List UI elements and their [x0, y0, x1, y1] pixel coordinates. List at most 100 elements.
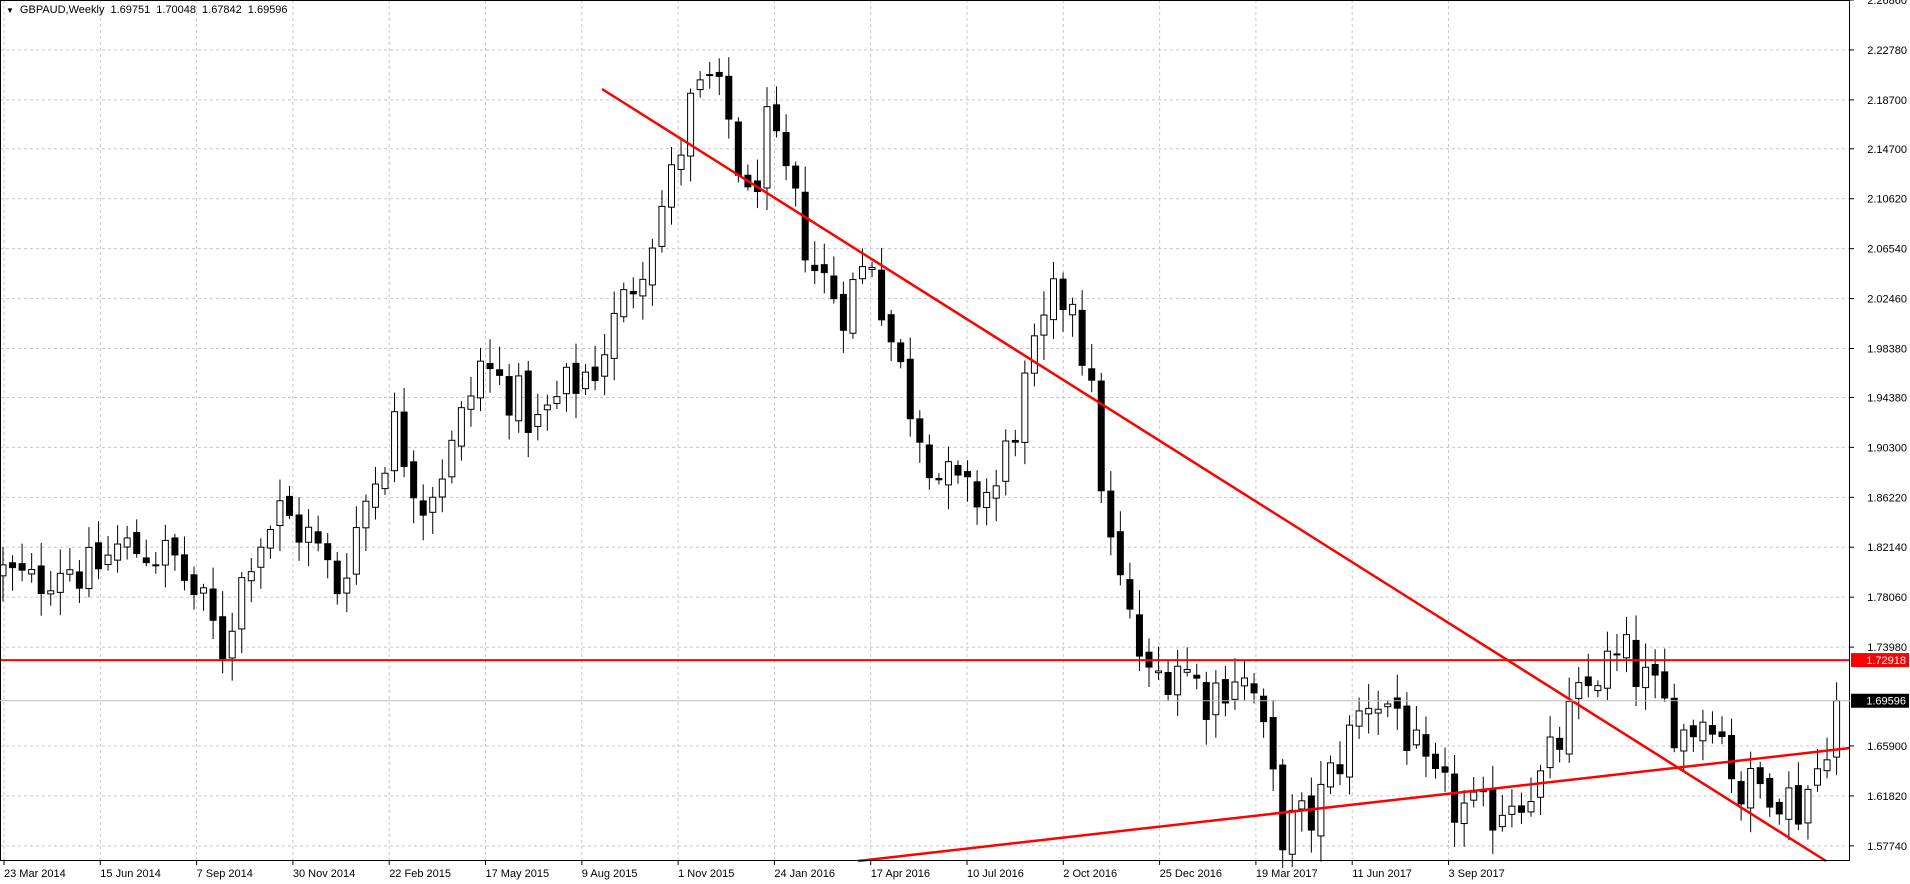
candle-body — [1728, 734, 1736, 780]
candle-body — [906, 358, 914, 420]
candle-body — [266, 528, 274, 549]
ohlc-close: 1.69596 — [247, 4, 288, 16]
candle-body — [56, 572, 64, 593]
candle-body — [734, 121, 742, 176]
x-tick-label: 24 Jan 2016 — [774, 868, 835, 880]
candle-body — [782, 132, 790, 167]
candle-body — [1164, 671, 1172, 695]
candle-body — [1517, 805, 1525, 813]
y-tick-label: 2.22780 — [1867, 45, 1907, 57]
y-tick-label: 1.82140 — [1867, 542, 1907, 554]
candle-body — [477, 360, 484, 399]
candle-body — [1823, 759, 1831, 772]
candle-body — [1078, 309, 1086, 366]
candle-body — [1527, 801, 1535, 813]
candle-body — [830, 275, 838, 300]
candle-body — [591, 366, 599, 382]
candle-body — [429, 496, 437, 513]
candle-body — [897, 342, 905, 363]
candle-body — [610, 312, 618, 359]
candle-body — [820, 264, 828, 274]
candle-body — [983, 491, 991, 509]
candle-body — [410, 461, 418, 499]
candle-body — [238, 577, 246, 630]
x-tick-label: 23 Mar 2014 — [4, 868, 66, 880]
candle-body — [1374, 708, 1382, 714]
candle-body — [1097, 380, 1105, 492]
candle-body — [333, 560, 341, 595]
candle-body — [524, 370, 532, 433]
candle-body — [1011, 439, 1019, 443]
candle-body — [362, 500, 370, 529]
candle-body — [1346, 724, 1354, 778]
candle-body — [400, 411, 408, 468]
level-price-label: 1.72918 — [1866, 655, 1906, 667]
candle-body — [1432, 753, 1439, 770]
current-price-label: 1.69596 — [1866, 696, 1906, 708]
candle-body — [687, 92, 695, 157]
ohlc-low: 1.67842 — [202, 4, 242, 16]
candle-body — [247, 571, 255, 582]
candle-body — [1365, 707, 1373, 715]
ohlc-high: 1.70048 — [156, 4, 197, 16]
candle-body — [849, 279, 857, 334]
candle-body — [228, 630, 236, 659]
candle-body — [75, 571, 83, 589]
plot-frame — [0, 0, 1850, 861]
candle-body — [1794, 785, 1802, 825]
candle-body — [839, 293, 847, 331]
candle-body — [811, 264, 819, 272]
candle-body — [582, 371, 590, 390]
candle-body — [792, 165, 800, 189]
current-price-label-bg — [1851, 693, 1909, 708]
candle-body — [944, 461, 952, 486]
candle-body — [1135, 614, 1143, 657]
candle-body — [467, 395, 475, 410]
candle-body — [1814, 768, 1821, 786]
candle-body — [200, 587, 208, 594]
y-tick-label: 1.94380 — [1867, 392, 1907, 404]
candle-body — [1451, 773, 1459, 823]
candle-body — [973, 481, 981, 508]
trendlines — [0, 87, 1851, 863]
y-tick-label: 2.10620 — [1867, 194, 1907, 206]
collapse-triangle-icon[interactable]: ▼ — [6, 5, 14, 15]
x-tick-label: 17 May 2015 — [486, 868, 550, 880]
x-tick-label: 15 Jun 2014 — [100, 868, 161, 880]
candle-body — [1699, 721, 1707, 742]
candle-body — [324, 543, 332, 561]
candle-body — [1460, 802, 1468, 825]
candle-body — [295, 514, 303, 543]
x-tick-label: 30 Nov 2014 — [293, 868, 355, 880]
y-tick-label: 1.73980 — [1867, 642, 1907, 654]
candle-body — [104, 554, 112, 566]
candle-body — [1632, 639, 1640, 688]
candle-body — [553, 396, 561, 404]
candle-body — [1737, 780, 1745, 805]
candle-body — [85, 546, 93, 590]
candle-body — [1059, 278, 1067, 311]
y-tick-label: 2.02460 — [1867, 294, 1907, 306]
candle-body — [66, 569, 74, 575]
candle-body — [935, 478, 943, 481]
candle-body — [629, 291, 637, 295]
candle-body — [505, 376, 513, 416]
y-tick-label: 1.90300 — [1867, 442, 1907, 454]
candle-body — [715, 71, 723, 77]
candle-body — [1088, 368, 1096, 381]
candle-body — [658, 205, 666, 247]
candle-body — [534, 414, 542, 427]
candle-body — [1126, 579, 1134, 610]
candle-body — [706, 74, 714, 77]
x-tick-label: 10 Jul 2016 — [967, 868, 1024, 880]
candle-body — [648, 247, 656, 286]
y-tick-label: 1.65900 — [1867, 741, 1907, 753]
candle-body — [1193, 674, 1201, 679]
candle-body — [1689, 725, 1697, 738]
candle-body — [925, 444, 933, 479]
candle-body — [209, 588, 217, 621]
price-labels: 1.72918 1.69596 — [0, 653, 1909, 708]
candle-body — [1241, 677, 1248, 687]
